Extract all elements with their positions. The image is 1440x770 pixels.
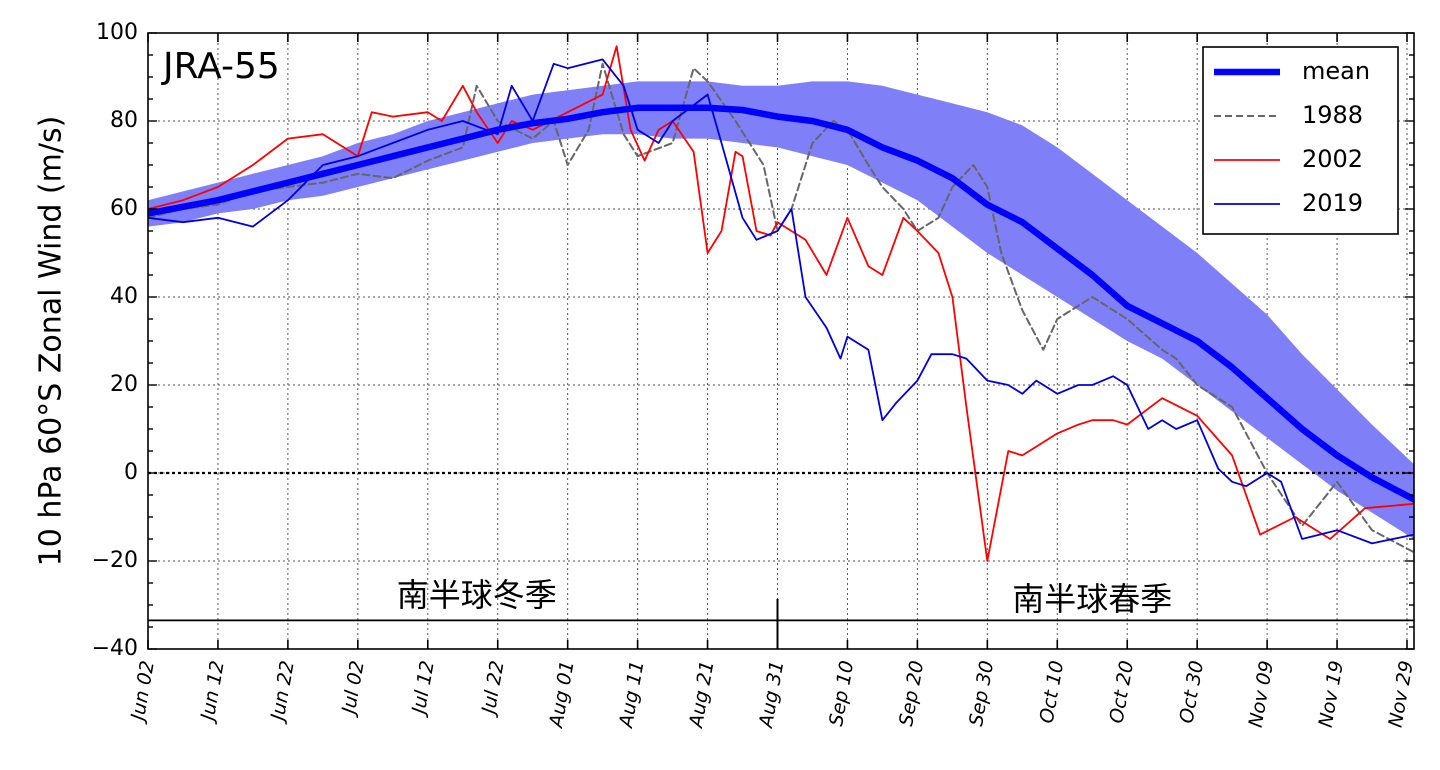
series-line-2002: [148, 45, 1414, 562]
legend-label-2002: 2002: [1302, 145, 1363, 173]
series-line-mean: [148, 104, 1414, 503]
season-label-spring: 南半球春季: [1012, 580, 1172, 618]
season-label-winter: 南半球冬季: [397, 576, 557, 614]
spread-band: [148, 81, 1414, 540]
legend-box: [1202, 46, 1399, 235]
legend: mean 1988 2002 2019: [1202, 46, 1399, 235]
y-tick-label: 100: [96, 20, 138, 45]
axis-ticks: [147, 32, 1414, 650]
series-line-1988: [148, 62, 1414, 554]
y-tick-label: 40: [110, 284, 138, 309]
legend-label-2019: 2019: [1302, 189, 1363, 217]
y-axis-label: 10 hPa 60°S Zonal Wind (m/s): [34, 116, 69, 567]
y-tick-label: 0: [124, 460, 138, 485]
y-tick-label: 20: [110, 372, 138, 397]
y-tick-label: 80: [110, 108, 138, 133]
y-tick-labels: −40 −20 0 20 40 60 80 100: [92, 20, 138, 661]
panel-label: JRA-55: [161, 46, 280, 87]
legend-label-1988: 1988: [1302, 101, 1363, 129]
y-tick-label: −40: [92, 636, 138, 661]
spread-band-layer: [148, 81, 1414, 540]
series-layer: [148, 45, 1414, 562]
x-tick-labels: Jun 02 Jun 12 Jun 22 Jul 02 Jul 12 Jul 22 Aug …: [126, 659, 1418, 731]
legend-label-mean: mean: [1302, 57, 1370, 85]
y-tick-label: 60: [110, 196, 138, 221]
y-tick-label: −20: [92, 548, 138, 573]
